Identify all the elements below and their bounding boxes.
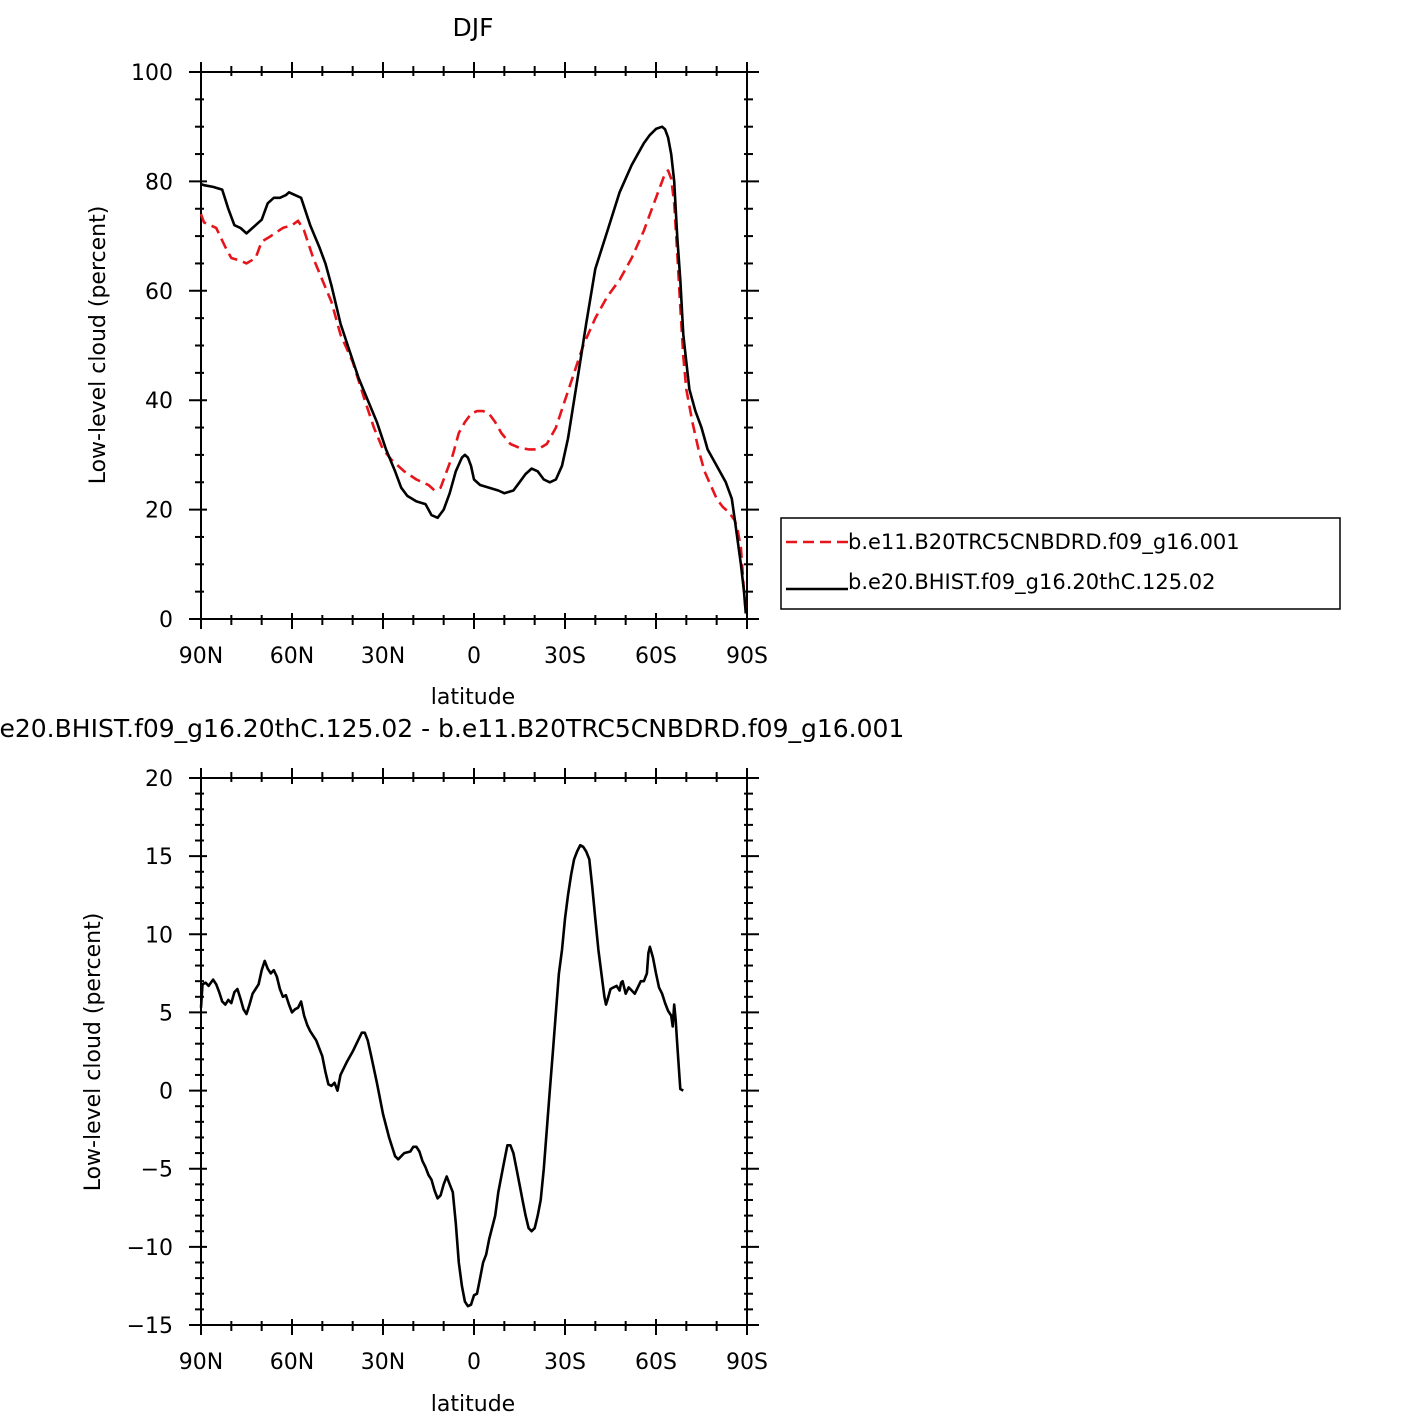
bottom-y-tick-labels: −15 −10 −5 0 5 10 15 20 — [127, 767, 173, 1339]
top-y-tick-labels: 0 20 40 60 80 100 — [131, 61, 173, 633]
y-tick-label: 10 — [145, 923, 173, 948]
x-tick-label: 60S — [635, 644, 677, 669]
y-tick-label: 5 — [159, 1001, 173, 1026]
y-tick-label: −15 — [127, 1314, 173, 1339]
bottom-tick-marks — [189, 768, 759, 1335]
x-tick-label: 90S — [726, 644, 768, 669]
y-tick-label: 80 — [145, 170, 173, 195]
bottom-chart-title: b.e20.BHIST.f09_g16.20thC.125.02 - b.e11… — [0, 714, 904, 743]
x-tick-label: 60S — [635, 1350, 677, 1375]
legend: b.e11.B20TRC5CNBDRD.f09_g16.001 b.e20.BH… — [780, 517, 1341, 610]
x-tick-label: 60N — [270, 644, 314, 669]
y-tick-label: 60 — [145, 280, 173, 305]
x-tick-label: 0 — [467, 1350, 481, 1375]
top-tick-marks — [189, 62, 759, 629]
bottom-plot-frame — [200, 777, 748, 1326]
legend-entry-1-label: b.e11.B20TRC5CNBDRD.f09_g16.001 — [848, 530, 1240, 555]
y-tick-label: 0 — [159, 1080, 173, 1105]
x-tick-label: 30S — [544, 1350, 586, 1375]
series-line-2 — [200, 125, 748, 614]
bottom-x-axis-label: latitude — [431, 1392, 515, 1417]
top-series-lines — [199, 125, 748, 614]
x-tick-label: 90N — [179, 1350, 223, 1375]
top-y-axis-label: Low-level cloud (percent) — [86, 206, 111, 485]
top-x-tick-labels: 90N 60N 30N 0 30S 60S 90S — [179, 644, 768, 669]
x-tick-label: 30N — [361, 1350, 405, 1375]
x-tick-label: 30N — [361, 644, 405, 669]
y-tick-label: 20 — [145, 499, 173, 524]
x-tick-label: 30S — [544, 644, 586, 669]
y-tick-label: 20 — [145, 767, 173, 792]
top-panel: DJF 90N 60N 30N 0 30S 60S 90S 0 20 40 60 80 100 lat… — [86, 13, 768, 710]
x-tick-label: 90S — [726, 1350, 768, 1375]
y-tick-label: 15 — [145, 845, 173, 870]
y-tick-label: 0 — [159, 608, 173, 633]
x-tick-label: 60N — [270, 1350, 314, 1375]
y-tick-label: −10 — [127, 1236, 173, 1261]
series-line-1 — [199, 843, 684, 1308]
legend-box — [780, 517, 1341, 610]
y-tick-label: 100 — [131, 61, 173, 86]
bottom-series-lines — [199, 843, 684, 1308]
top-chart-title: DJF — [452, 13, 493, 42]
x-tick-label: 0 — [467, 644, 481, 669]
y-tick-label: 40 — [145, 389, 173, 414]
legend-entry-2-label: b.e20.BHIST.f09_g16.20thC.125.02 — [848, 570, 1215, 595]
y-tick-label: −5 — [141, 1158, 173, 1183]
series-line-1 — [199, 169, 747, 609]
x-tick-label: 90N — [179, 644, 223, 669]
bottom-y-axis-label: Low-level cloud (percent) — [81, 913, 106, 1192]
top-x-axis-label: latitude — [431, 685, 515, 710]
top-plot-frame — [200, 71, 748, 620]
bottom-panel: b.e20.BHIST.f09_g16.20thC.125.02 - b.e11… — [0, 714, 904, 1417]
bottom-x-tick-labels: 90N 60N 30N 0 30S 60S 90S — [179, 1350, 768, 1375]
